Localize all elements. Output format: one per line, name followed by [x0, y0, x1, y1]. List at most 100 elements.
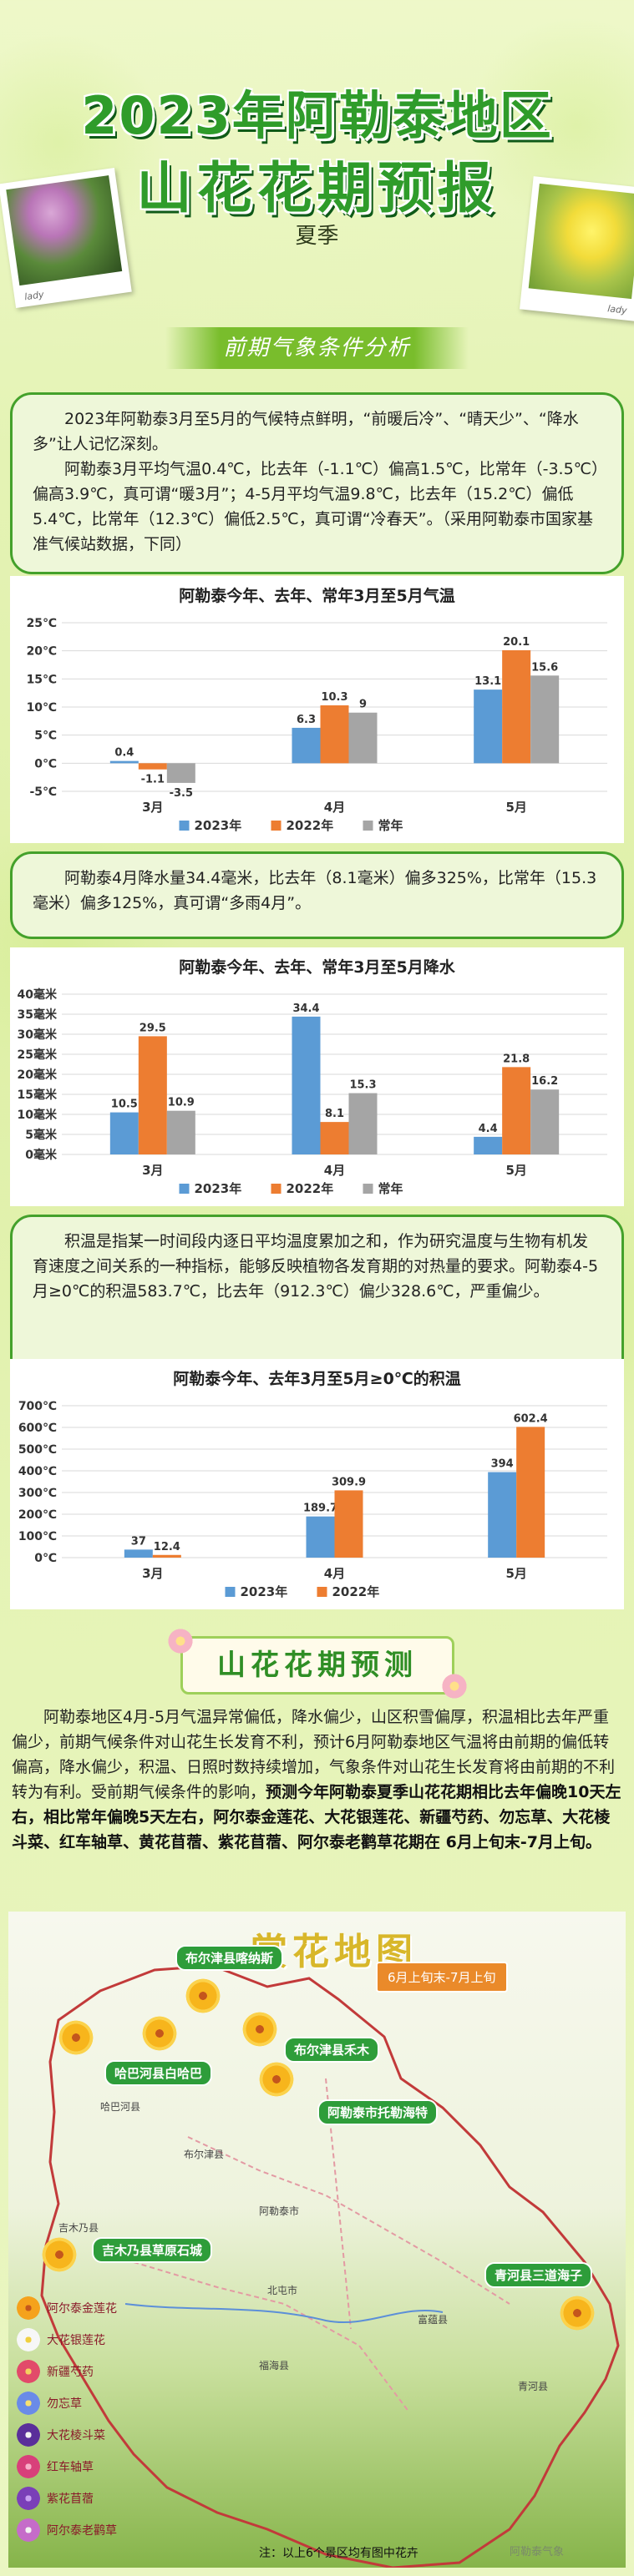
bar: [530, 675, 560, 764]
flower-marker-icon: [560, 2296, 595, 2331]
legend-swatch: [271, 1184, 281, 1194]
yellow-flower-image: [528, 183, 634, 300]
section-banner-forecast-label: 山花花期预测: [217, 1649, 418, 1682]
data-label: -1.1: [141, 774, 165, 786]
chart-title: 阿勒泰今年、去年、常年3月至5月降水: [179, 957, 455, 977]
legend-label: 2023年: [241, 1584, 288, 1599]
bar: [138, 763, 167, 770]
columbine-icon: [17, 2423, 40, 2447]
x-tick-label: 3月: [142, 800, 163, 815]
data-label: 37: [131, 1535, 146, 1548]
accumulated-temperature-chart: 阿勒泰今年、去年3月至5月≥0℃的积温 0℃ 100℃ 200℃ 300℃ 400℃ 500…: [10, 1359, 624, 1609]
y-tick-label: 20毫米: [18, 1068, 58, 1082]
flower-photo-right: lady: [520, 176, 634, 321]
legend-item: 勿忘草: [17, 2391, 82, 2416]
forecast-text: 阿勒泰地区4月-5月气温异常偏低，降水偏少，山区积雪偏厚，积温相比去年严重偏少，…: [12, 1705, 623, 1855]
data-label: 6.3: [297, 714, 316, 726]
x-tick-label: 5月: [505, 1163, 526, 1178]
summary-paragraph: 2023年阿勒泰3月至5月的气候特点鲜明，“前暖后冷”、“晴天少”、“降水多”让…: [33, 410, 579, 453]
accumulated-temperature-chart-svg: 阿勒泰今年、去年3月至5月≥0℃的积温 0℃ 100℃ 200℃ 300℃ 400℃ 500…: [18, 1369, 607, 1599]
bar: [292, 727, 321, 764]
legend-item: 大花银莲花: [17, 2327, 105, 2352]
flower-photo-left: lady: [0, 167, 132, 309]
chart-title: 阿勒泰今年、去年3月至5月≥0℃的积温: [173, 1369, 461, 1388]
bar: [502, 1067, 531, 1154]
summary-paragraph: 阿勒泰4月降水量34.4毫米，比去年（8.1毫米）偏多325%，比常年（15.3…: [33, 869, 597, 912]
legend-label: 2023年: [195, 818, 242, 833]
x-tick-label: 5月: [505, 800, 526, 815]
legend-label: 2022年: [287, 818, 334, 833]
data-label: 602.4: [514, 1412, 548, 1425]
section-banner-weather: 前期气象条件分析: [165, 327, 469, 369]
y-tick-label: 5毫米: [25, 1128, 58, 1142]
bar: [320, 705, 349, 764]
bar: [502, 649, 531, 764]
data-label: 34.4: [292, 1003, 319, 1015]
map-label-hemu: 布尔津县禾木: [284, 2037, 380, 2063]
y-tick-label: 500℃: [18, 1443, 57, 1457]
x-tick-label: 3月: [142, 1566, 163, 1581]
y-tick-label: 15毫米: [18, 1088, 58, 1102]
map-place: 吉木乃县: [58, 2222, 99, 2234]
y-tick-label: 40毫米: [18, 987, 58, 1002]
legend-label: 2022年: [332, 1584, 380, 1599]
data-label: 394: [491, 1458, 514, 1471]
y-tick-label: 200℃: [18, 1508, 57, 1522]
map-label-caoyuan-shicheng: 吉木乃县草原石城: [92, 2237, 213, 2263]
legend-label: 2023年: [195, 1181, 242, 1196]
y-tick-label: -5℃: [29, 785, 57, 799]
summary-paragraph: 积温是指某一时间段内逐日平均温度累加之和，作为研究温度与生物有机发育速度之间关系…: [33, 1232, 599, 1301]
flower-decoration-icon: [440, 1672, 469, 1700]
data-label: 29.5: [139, 1022, 166, 1034]
map-place: 富蕴县: [418, 2314, 449, 2326]
data-label: 10.3: [321, 691, 347, 704]
photo-signature: lady: [23, 289, 45, 303]
y-tick-label: 5℃: [34, 730, 57, 743]
flower-marker-icon: [58, 2020, 94, 2055]
watermark-text: 阿勒泰气象: [510, 2546, 565, 2558]
bar: [334, 1490, 363, 1558]
map-label-sandao-haizi: 青河县三道海子: [484, 2262, 593, 2288]
data-label: 10.9: [168, 1097, 195, 1109]
legend-swatch: [271, 821, 281, 831]
legend-label: 常年: [378, 1181, 403, 1196]
legend-swatch: [317, 1587, 327, 1597]
legend-swatch: [363, 821, 373, 831]
forget-me-not-icon: [17, 2392, 40, 2415]
temperature-chart: 阿勒泰今年、去年、常年3月至5月气温 -5℃ 0℃ 5℃ 10℃ 15℃ 20℃ 25℃ 3月 0…: [10, 576, 624, 843]
bar: [109, 760, 139, 764]
bar: [166, 1110, 195, 1154]
flower-marker-icon: [242, 2012, 277, 2047]
data-label: 16.2: [531, 1075, 558, 1088]
map-place: 青河县: [518, 2381, 549, 2392]
map-label-kanas: 布尔津县喀纳斯: [175, 1945, 284, 1971]
legend-item: 阿尔泰金莲花: [17, 2296, 117, 2321]
y-tick-label: 25℃: [27, 617, 57, 630]
precipitation-chart: 阿勒泰今年、去年、常年3月至5月降水 0毫米 5毫米 10毫米 15毫米 20毫米 25毫米…: [10, 947, 624, 1206]
y-tick-label: 600℃: [18, 1422, 57, 1435]
y-tick-label: 0毫米: [25, 1148, 58, 1162]
data-label: 20.1: [503, 636, 530, 649]
flower-viewing-map: 赏花地图 6月上旬末-7月上旬 布尔津县喀纳斯 布尔津县禾木 哈巴河县白哈巴 阿…: [8, 1912, 626, 2568]
section-banner-forecast: 山花花期预测: [166, 1627, 469, 1700]
map-label-baihaba: 哈巴河县白哈巴: [104, 2060, 213, 2086]
flower-marker-icon: [185, 1978, 221, 2013]
data-label: 15.3: [349, 1079, 376, 1092]
bar: [292, 1016, 321, 1154]
precipitation-chart-svg: 阿勒泰今年、去年、常年3月至5月降水 0毫米 5毫米 10毫米 15毫米 20毫米 25毫米…: [18, 957, 607, 1196]
flower-decoration-icon: [166, 1627, 195, 1655]
bar: [320, 1122, 349, 1154]
legend-swatch: [225, 1587, 236, 1597]
bar: [109, 1112, 139, 1154]
y-tick-label: 700℃: [18, 1400, 57, 1413]
y-tick-label: 0℃: [34, 757, 57, 770]
page-title-line-1: 2023年阿勒泰地区: [81, 85, 553, 146]
bar: [530, 1089, 560, 1154]
flower-marker-icon: [42, 2237, 77, 2272]
forecast-bold-text: 预测今年阿勒泰夏季山花花期相比去年偏晚10天左右，相比常年偏晚5天左右，阿尔泰金…: [12, 1783, 621, 1851]
bar: [348, 712, 378, 764]
legend-item: 大花棱斗菜: [17, 2422, 105, 2447]
region-border: [40, 1964, 620, 2568]
y-tick-label: 35毫米: [18, 1008, 58, 1022]
y-tick-label: 25毫米: [18, 1048, 58, 1062]
